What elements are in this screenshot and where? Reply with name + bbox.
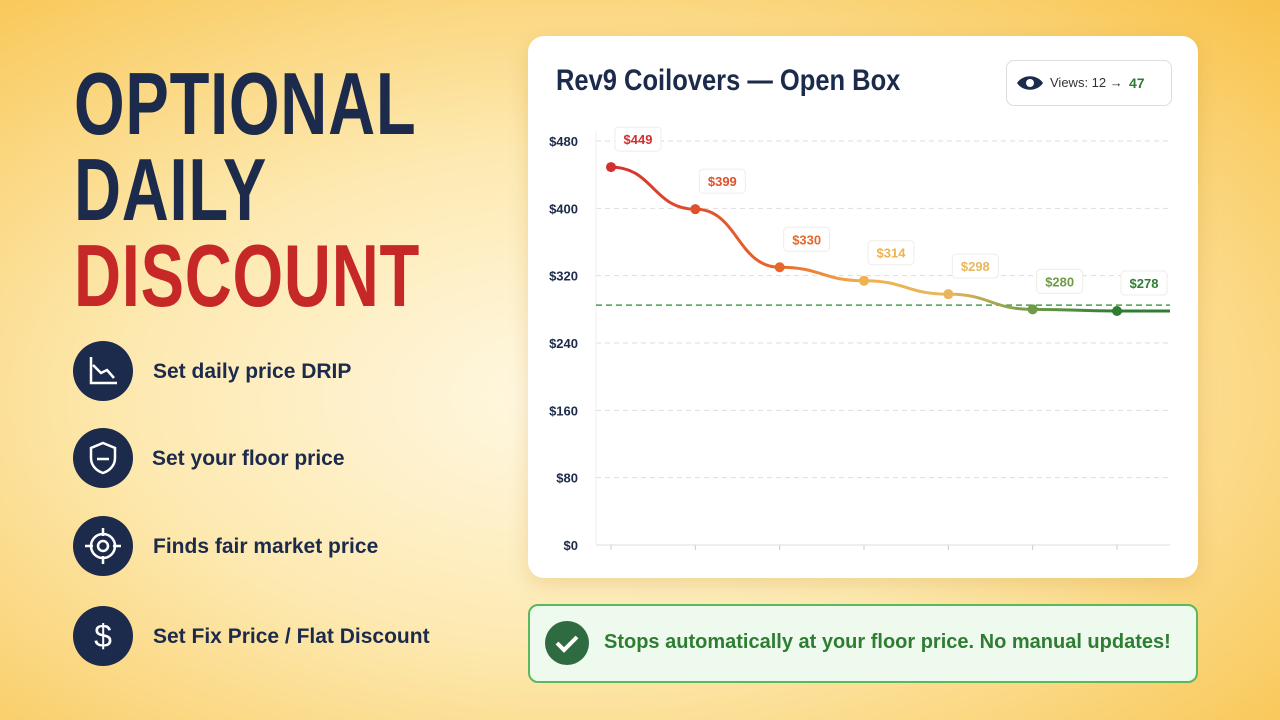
label-box bbox=[698, 168, 746, 194]
data-label: $278 bbox=[1130, 276, 1159, 291]
data-label: $298 bbox=[961, 259, 990, 274]
label-box bbox=[1120, 270, 1168, 296]
banner-text: Stops automatically at your floor price.… bbox=[604, 631, 1171, 653]
y-tick-label: $160 bbox=[549, 403, 578, 418]
point bbox=[774, 262, 785, 273]
feature: Finds fair market price bbox=[153, 535, 379, 558]
views-box: Views: 12 → 47 bbox=[1006, 60, 1172, 106]
y-tick-label: $400 bbox=[549, 201, 578, 216]
feature: Set daily price DRIP bbox=[153, 360, 352, 383]
label-box bbox=[614, 126, 662, 152]
label-box bbox=[951, 253, 999, 279]
icon: $ bbox=[73, 606, 133, 666]
data-label: $280 bbox=[1045, 274, 1074, 289]
y-tick-label: $320 bbox=[549, 269, 578, 284]
chart-card bbox=[528, 36, 1198, 578]
views-label: Views: 12 → bbox=[1050, 75, 1123, 90]
data-label: $330 bbox=[792, 232, 821, 247]
y-tick-label: $80 bbox=[556, 471, 578, 486]
label-box bbox=[1036, 268, 1084, 294]
headline: OPTIONAL bbox=[74, 54, 417, 153]
point bbox=[1112, 306, 1122, 317]
views-value: 47 bbox=[1129, 75, 1145, 91]
icon bbox=[73, 428, 133, 488]
label-box bbox=[783, 226, 831, 252]
data-label: $449 bbox=[624, 132, 653, 147]
y-tick-label: $240 bbox=[549, 336, 578, 351]
label-box bbox=[867, 240, 915, 266]
icon bbox=[73, 516, 133, 576]
y-tick-label: $480 bbox=[549, 134, 578, 149]
banner: Stops automatically at your floor price.… bbox=[528, 604, 1198, 683]
y-tick-label: $0 bbox=[564, 538, 578, 553]
point bbox=[606, 162, 616, 173]
icon bbox=[73, 341, 133, 401]
data-label: $399 bbox=[708, 174, 737, 189]
chart: $0 $80 $160 $240 $320 $400 $480 $449 $399 $330 $31… bbox=[549, 126, 1170, 553]
feature: Set Fix Price / Flat Discount bbox=[153, 625, 430, 648]
line bbox=[610, 165, 1170, 313]
point bbox=[690, 204, 701, 215]
data-label: $314 bbox=[877, 246, 907, 261]
headline: DISCOUNT bbox=[74, 226, 420, 325]
point bbox=[943, 289, 954, 300]
point bbox=[859, 275, 869, 286]
headline: DAILY bbox=[74, 140, 268, 239]
feature: Set your floor price bbox=[152, 447, 345, 470]
chart-title: Rev9 Coilovers — Open Box bbox=[556, 64, 901, 97]
point bbox=[1027, 304, 1038, 315]
svg-text:$: $ bbox=[94, 618, 112, 654]
